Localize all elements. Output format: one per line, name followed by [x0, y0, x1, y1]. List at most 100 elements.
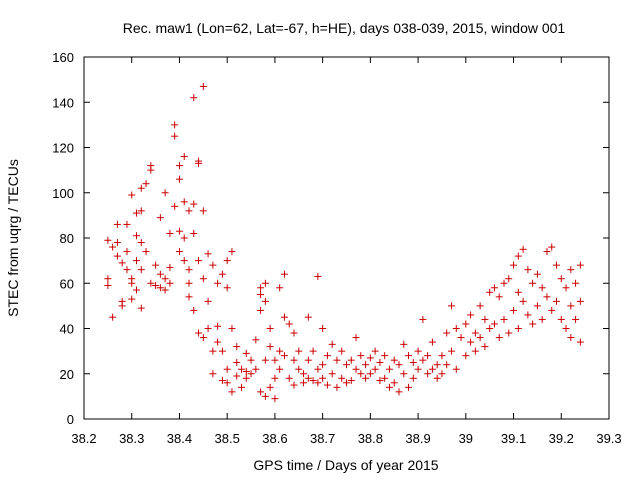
data-point	[519, 245, 527, 253]
data-point	[553, 297, 560, 305]
data-point	[424, 370, 432, 378]
data-point	[257, 388, 265, 396]
data-point	[137, 239, 145, 247]
data-point	[371, 347, 379, 355]
data-point	[261, 279, 269, 287]
data-point	[290, 329, 298, 337]
data-point	[266, 343, 274, 351]
data-point	[276, 365, 284, 373]
data-point	[490, 320, 498, 328]
data-point	[233, 343, 241, 351]
data-point	[175, 227, 183, 235]
data-point	[357, 370, 365, 378]
data-point	[538, 284, 546, 292]
y-tick-label: 60	[60, 276, 74, 291]
data-point	[295, 365, 303, 373]
data-point	[223, 257, 231, 265]
data-point	[505, 275, 513, 283]
data-point	[347, 356, 355, 364]
data-point	[476, 302, 484, 310]
data-point	[285, 320, 293, 328]
data-point	[538, 315, 546, 323]
data-point	[104, 282, 112, 290]
data-point	[166, 279, 174, 287]
data-point	[362, 374, 370, 382]
data-point	[409, 374, 417, 382]
data-point	[276, 347, 284, 355]
data-point	[481, 315, 489, 323]
data-point	[180, 198, 188, 206]
data-point	[576, 297, 584, 305]
x-tick-label: 39.3	[596, 431, 621, 446]
data-point	[395, 361, 403, 369]
data-point	[109, 243, 117, 251]
data-point	[285, 374, 293, 382]
x-tick-label: 38.5	[215, 431, 240, 446]
data-point	[147, 279, 155, 287]
data-point	[524, 311, 532, 319]
data-point	[180, 234, 188, 242]
data-point	[333, 383, 341, 391]
data-point	[209, 347, 217, 355]
data-point	[280, 352, 288, 360]
data-point	[271, 395, 279, 403]
data-point	[137, 304, 145, 312]
data-point	[238, 383, 245, 391]
data-point	[271, 356, 279, 364]
data-point	[366, 370, 374, 378]
data-point	[128, 279, 136, 287]
data-point	[199, 207, 207, 215]
data-point	[419, 356, 427, 364]
x-tick-label: 38.8	[358, 431, 383, 446]
axis-ticks: 38.2 38.3 38.4 38.5 38.6 38.7 38.8 38.9 39 39.1 39…	[52, 50, 621, 446]
x-tick-label: 38.3	[119, 431, 144, 446]
data-point	[204, 250, 212, 258]
data-point	[576, 261, 584, 269]
data-point	[137, 266, 145, 274]
data-point	[343, 361, 350, 369]
data-point	[529, 279, 537, 287]
data-point	[323, 381, 331, 389]
data-point	[295, 347, 303, 355]
data-point	[266, 325, 274, 332]
data-point	[204, 325, 212, 332]
data-point	[428, 365, 436, 373]
data-point	[242, 367, 250, 375]
data-point	[357, 352, 365, 360]
data-point	[510, 306, 518, 314]
data-point	[185, 279, 193, 287]
data-point	[261, 297, 269, 305]
data-point	[510, 261, 518, 269]
data-point	[123, 248, 131, 256]
data-point	[228, 388, 236, 396]
data-point	[113, 239, 121, 247]
data-point	[319, 325, 327, 332]
data-point	[495, 293, 503, 301]
data-point	[443, 361, 451, 369]
data-point	[214, 338, 222, 346]
data-point	[199, 82, 207, 90]
data-point	[328, 340, 336, 348]
data-point	[142, 248, 150, 256]
data-point	[495, 334, 503, 342]
data-point	[462, 352, 470, 360]
data-point	[572, 279, 580, 287]
data-point	[171, 121, 179, 129]
data-point	[166, 229, 174, 237]
data-point	[156, 284, 164, 292]
data-point	[118, 302, 126, 310]
x-tick-label: 38.7	[310, 431, 335, 446]
data-point	[400, 370, 408, 378]
data-point	[128, 295, 136, 303]
data-point	[514, 325, 522, 332]
data-point	[166, 263, 174, 271]
data-point	[190, 200, 198, 208]
data-point	[452, 325, 460, 332]
data-point	[471, 329, 479, 337]
data-point	[376, 377, 384, 385]
data-point	[171, 202, 179, 210]
data-point	[548, 243, 556, 251]
data-point	[462, 320, 470, 328]
data-point	[366, 354, 374, 362]
data-point	[280, 313, 288, 321]
